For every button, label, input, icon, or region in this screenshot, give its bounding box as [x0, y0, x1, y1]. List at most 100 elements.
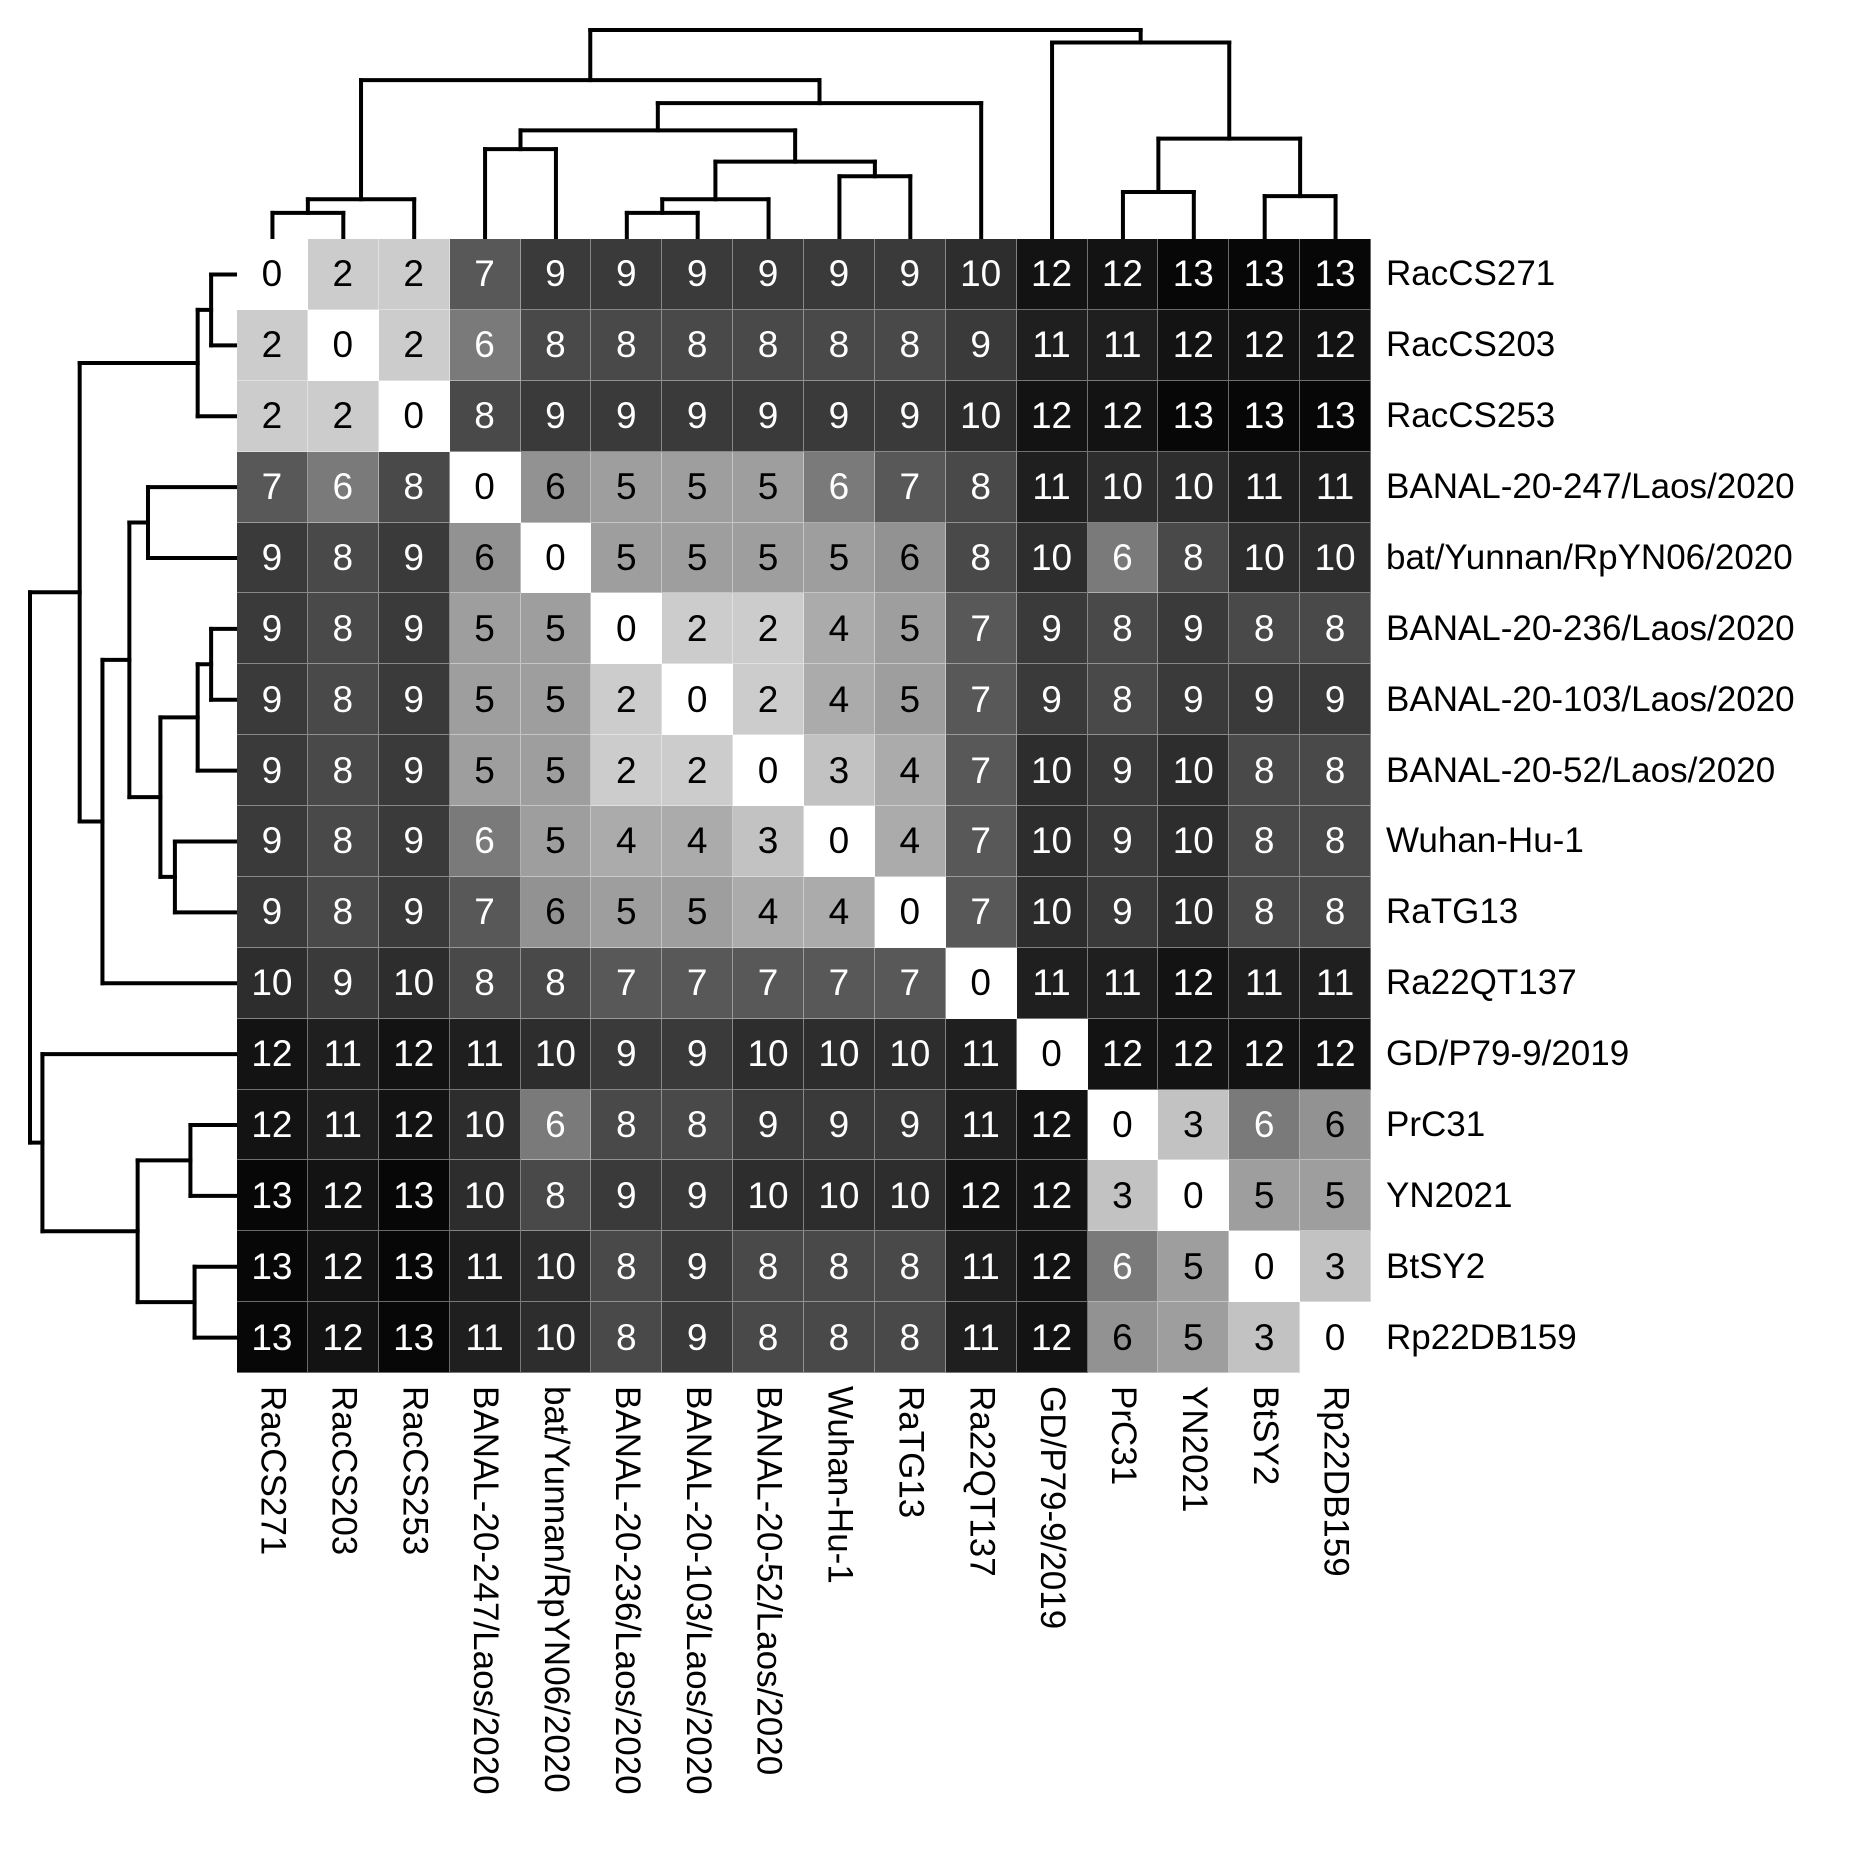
matrix-cell: 2 — [662, 735, 734, 806]
matrix-cell: 9 — [662, 380, 734, 452]
matrix-cell: 4 — [804, 593, 875, 665]
matrix-cell: 11 — [1300, 451, 1371, 523]
matrix-cell: 0 — [591, 593, 663, 665]
matrix-cell: 8 — [520, 309, 592, 381]
matrix-cell: 9 — [804, 1089, 875, 1161]
matrix-cell: 10 — [237, 947, 308, 1019]
column-label: Ra22QT137 — [946, 1386, 1017, 1860]
matrix-cell: 12 — [945, 1160, 1017, 1232]
matrix-cell: 13 — [378, 1231, 450, 1303]
matrix-cell: 0 — [1300, 1302, 1371, 1373]
matrix-cell: 6 — [449, 522, 521, 594]
column-label: Rp22DB159 — [1300, 1386, 1371, 1860]
matrix-cell: 8 — [307, 664, 379, 736]
matrix-cell: 6 — [1087, 522, 1159, 594]
matrix-cell: 7 — [449, 239, 521, 310]
matrix-cell: 2 — [378, 239, 450, 310]
matrix-cell: 8 — [733, 1231, 804, 1303]
matrix-cell: 9 — [662, 1018, 734, 1090]
matrix-cell: 6 — [449, 806, 521, 877]
matrix-cell: 8 — [1087, 593, 1159, 665]
matrix-cell: 12 — [1229, 309, 1301, 381]
row-label: RacCS253 — [1386, 396, 1556, 436]
matrix-cell: 7 — [449, 876, 521, 948]
matrix-cell: 12 — [1087, 380, 1159, 452]
matrix-cell: 0 — [307, 309, 379, 381]
column-label: PrC31 — [1088, 1386, 1159, 1860]
matrix-cell: 5 — [520, 664, 592, 736]
matrix-cell: 12 — [1016, 1089, 1088, 1161]
matrix-cell: 10 — [520, 1302, 592, 1373]
matrix-cell: 4 — [733, 876, 804, 948]
matrix-cell: 9 — [1300, 664, 1371, 736]
matrix-cell: 8 — [520, 1160, 592, 1232]
matrix-cell: 5 — [874, 664, 946, 736]
column-label-text: RacCS253 — [395, 1386, 435, 1556]
matrix-cell: 9 — [378, 735, 450, 806]
matrix-cell: 13 — [378, 1160, 450, 1232]
matrix-cell: 8 — [1300, 876, 1371, 948]
matrix-cell: 9 — [520, 380, 592, 452]
matrix-cell: 0 — [945, 947, 1017, 1019]
matrix-cell: 9 — [237, 522, 308, 594]
matrix-cell: 10 — [1158, 451, 1230, 523]
matrix-cell: 10 — [733, 1018, 804, 1090]
matrix-cell: 5 — [1158, 1231, 1230, 1303]
matrix-cell: 13 — [237, 1302, 308, 1373]
matrix-cell: 12 — [378, 1018, 450, 1090]
matrix-cell: 8 — [1229, 593, 1301, 665]
matrix-cell: 12 — [237, 1018, 308, 1090]
matrix-cell: 9 — [591, 1018, 663, 1090]
matrix-cell: 12 — [1087, 1018, 1159, 1090]
row-label: PrC31 — [1386, 1104, 1486, 1144]
row-label: RaTG13 — [1386, 892, 1519, 932]
matrix-cell: 3 — [1158, 1089, 1230, 1161]
column-label-text: BANAL-20-236/Laos/2020 — [607, 1386, 647, 1795]
column-label-text: BANAL-20-103/Laos/2020 — [678, 1386, 718, 1795]
matrix-cell: 9 — [1158, 593, 1230, 665]
matrix-cell: 6 — [1087, 1302, 1159, 1373]
matrix-cell: 11 — [307, 1018, 379, 1090]
column-label-text: Wuhan-Hu-1 — [820, 1386, 860, 1584]
matrix-cell: 8 — [662, 1089, 734, 1161]
column-label: RacCS253 — [379, 1386, 450, 1860]
matrix-cell: 8 — [1300, 806, 1371, 877]
column-label-text: Ra22QT137 — [962, 1386, 1002, 1577]
matrix-cell: 5 — [1229, 1160, 1301, 1232]
matrix-cell: 4 — [874, 735, 946, 806]
matrix-cell: 11 — [1229, 451, 1301, 523]
matrix-cell: 7 — [733, 947, 804, 1019]
matrix-cell: 6 — [449, 309, 521, 381]
matrix-cell: 4 — [591, 806, 663, 877]
matrix-cell: 7 — [662, 947, 734, 1019]
column-label-text: PrC31 — [1104, 1386, 1143, 1486]
matrix-cell: 9 — [1016, 593, 1088, 665]
matrix-cell: 10 — [1087, 451, 1159, 523]
row-label: BANAL-20-103/Laos/2020 — [1386, 679, 1795, 719]
matrix-cell: 8 — [874, 1231, 946, 1303]
matrix-cell: 2 — [237, 380, 308, 452]
matrix-cell: 12 — [378, 1089, 450, 1161]
matrix-cell: 13 — [378, 1302, 450, 1373]
matrix-cell: 8 — [874, 309, 946, 381]
row-label: BANAL-20-52/Laos/2020 — [1386, 750, 1776, 790]
matrix-cell: 10 — [874, 1018, 946, 1090]
column-label: YN2021 — [1158, 1386, 1229, 1860]
matrix-cell: 5 — [591, 522, 663, 594]
matrix-cell: 8 — [449, 380, 521, 452]
column-label: BANAL-20-247/Laos/2020 — [450, 1386, 521, 1860]
matrix-cell: 11 — [1087, 309, 1159, 381]
column-label: bat/Yunnan/RpYN06/2020 — [521, 1386, 592, 1860]
matrix-cell: 9 — [237, 735, 308, 806]
matrix-cell: 5 — [520, 735, 592, 806]
matrix-cell: 12 — [1229, 1018, 1301, 1090]
matrix-cell: 4 — [804, 664, 875, 736]
matrix-cell: 9 — [237, 806, 308, 877]
column-label-text: GD/P79-9/2019 — [1033, 1386, 1073, 1630]
matrix-cell: 8 — [804, 309, 875, 381]
matrix-cell: 5 — [449, 735, 521, 806]
matrix-cell: 5 — [662, 451, 734, 523]
matrix-cell: 3 — [804, 735, 875, 806]
matrix-cell: 13 — [1229, 380, 1301, 452]
